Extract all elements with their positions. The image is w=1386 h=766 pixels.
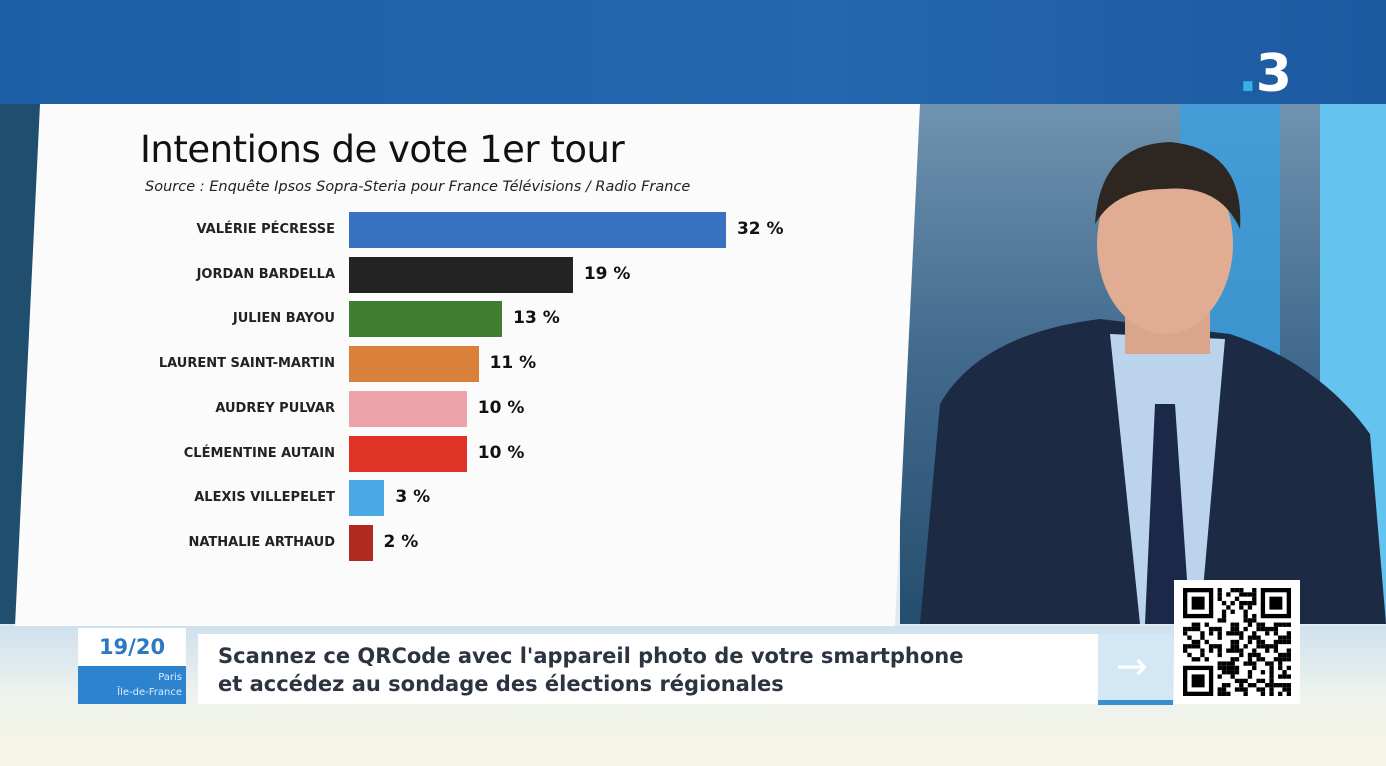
message-line1: Scannez ce QRCode avec l'appareil photo … [218,644,964,668]
value-label: 13 % [513,308,560,329]
category-label: JORDAN BARDELLA [196,266,335,282]
arrow-right-icon: → [1098,634,1173,704]
message-line2: et accédez au sondage des élections régi… [218,672,784,696]
qr-code[interactable] [1174,580,1300,704]
bar [349,212,726,248]
bar [349,435,467,472]
category-label: VALÉRIE PÉCRESSE [196,222,335,237]
value-label: 2 % [383,531,419,552]
value-label: 11 % [489,353,537,374]
region-line1: Paris [158,672,182,683]
category-label: AUDREY PULVAR [215,400,335,416]
bar [349,390,467,427]
value-label: 10 % [477,397,525,418]
bar [349,301,503,338]
chart-title: Intentions de vote 1er tour [140,128,625,171]
bar [349,346,479,383]
bar [349,256,573,293]
value-label: 32 % [736,219,784,239]
value-label: 19 % [583,263,631,284]
studio-video [900,104,1386,624]
program-time: 19/20 [78,628,186,666]
chart-source: Source : Enquête Ipsos Sopra-Steria pour… [145,179,691,195]
accent-line [1098,700,1173,705]
category-label: CLÉMENTINE AUTAIN [183,445,335,461]
category-label: ALEXIS VILLEPELET [194,490,335,506]
value-label: 3 % [395,487,431,508]
bar [349,524,373,561]
channel-header: .3 [0,0,1386,104]
france3-logo: .3 [1238,44,1292,104]
program-region: Paris Île-de-France [78,666,186,704]
region-line2: Île-de-France [117,687,182,698]
category-label: JULIEN BAYOU [232,311,335,327]
category-label: NATHALIE ARTHAUD [188,534,335,550]
category-label: LAURENT SAINT-MARTIN [158,356,335,372]
bar [349,480,385,517]
qr-message: Scannez ce QRCode avec l'appareil photo … [198,634,1098,704]
presenter-image [920,142,1386,624]
value-label: 10 % [477,442,525,463]
